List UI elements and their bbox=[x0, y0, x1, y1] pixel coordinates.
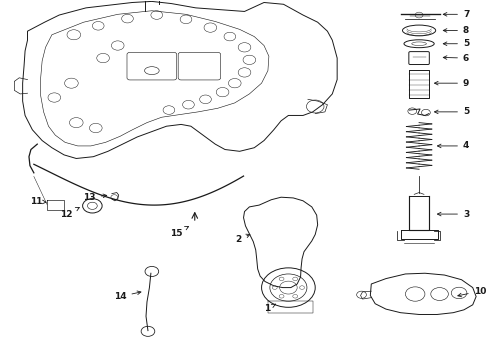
Text: 12: 12 bbox=[60, 207, 79, 219]
Text: 7: 7 bbox=[443, 10, 469, 19]
Text: 11: 11 bbox=[29, 197, 46, 206]
Text: 5: 5 bbox=[435, 107, 469, 116]
Text: 6: 6 bbox=[443, 54, 469, 63]
Text: 5: 5 bbox=[443, 39, 469, 48]
Text: 9: 9 bbox=[435, 79, 469, 88]
Text: 15: 15 bbox=[170, 226, 189, 238]
Text: 13: 13 bbox=[83, 193, 107, 202]
Text: 3: 3 bbox=[438, 210, 469, 219]
Text: 14: 14 bbox=[114, 291, 141, 301]
Text: 8: 8 bbox=[443, 26, 469, 35]
Text: 4: 4 bbox=[438, 141, 469, 150]
Text: 2: 2 bbox=[235, 234, 250, 244]
Text: 1: 1 bbox=[264, 304, 276, 313]
Text: 10: 10 bbox=[458, 287, 486, 297]
